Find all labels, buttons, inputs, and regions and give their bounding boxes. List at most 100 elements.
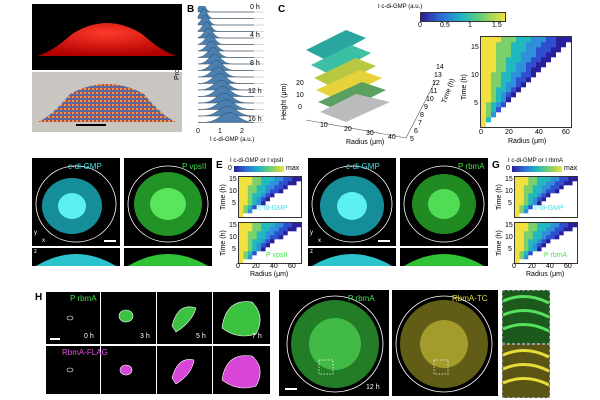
heatmap-cell <box>532 243 538 248</box>
panel-d-cdigmp-label: c-di-GMP <box>68 162 102 171</box>
panel-e-ytick-15b: 15 <box>229 222 237 229</box>
heatmap-cell <box>559 235 565 240</box>
panel-h-label: H <box>35 292 43 303</box>
heatmap-cell <box>550 189 556 194</box>
heatmap-cell <box>270 197 275 202</box>
heatmap-cell <box>532 213 538 217</box>
panel-h-bottom-label: RbmA-FLAG <box>62 348 108 357</box>
heatmap-cell <box>270 223 275 228</box>
heatmap-cell <box>554 209 560 214</box>
heatmap-cell <box>296 231 301 236</box>
heatmap-cell <box>252 223 258 228</box>
panel-c-time-tick-13: 13 <box>434 72 442 79</box>
heatmap-cell <box>551 97 557 103</box>
heatmap-cell <box>532 227 538 232</box>
heatmap-cell <box>511 117 517 123</box>
heatmap-cell <box>486 42 492 48</box>
heatmap-cell <box>511 47 517 53</box>
heatmap-cell <box>296 177 301 182</box>
heatmap-cell <box>554 255 560 260</box>
heatmap-cell <box>501 52 507 58</box>
heatmap-cell <box>243 205 249 210</box>
panel-i-prbma-image <box>279 290 389 396</box>
heatmap-cell <box>274 193 280 198</box>
heatmap-cell <box>528 205 534 210</box>
heatmap-cell <box>491 77 497 83</box>
heatmap-cell <box>278 223 284 228</box>
heatmap-cell <box>287 201 293 206</box>
heatmap-cell <box>563 197 569 202</box>
heatmap-cell <box>556 122 562 127</box>
heatmap-cell <box>496 67 502 73</box>
heatmap-cell <box>239 177 244 182</box>
panel-g-cbar-min: 0 <box>506 165 510 172</box>
panel-g-heatmap-top <box>514 176 578 218</box>
heatmap-cell <box>496 52 502 58</box>
heatmap-cell <box>252 213 258 217</box>
heatmap-cell <box>561 37 567 43</box>
heatmap-cell <box>556 97 562 103</box>
heatmap-cell <box>256 177 262 182</box>
heatmap-cell <box>496 37 502 43</box>
panel-c-time-tick-8: 8 <box>420 112 424 119</box>
heatmap-cell <box>511 67 517 73</box>
heatmap-cell <box>568 197 573 202</box>
heatmap-cell <box>537 227 542 232</box>
heatmap-cell <box>292 181 297 186</box>
heatmap-cell <box>274 231 280 236</box>
heatmap-cell <box>531 37 537 43</box>
heatmap-cell <box>531 82 537 88</box>
heatmap-cell <box>481 102 487 108</box>
panel-g-xtick-40: 40 <box>546 263 554 270</box>
heatmap-cell <box>546 201 551 206</box>
heatmap-cell <box>561 107 567 113</box>
heatmap-cell <box>556 42 562 48</box>
heatmap-cell <box>516 42 522 48</box>
heatmap-cell <box>532 205 538 210</box>
panel-f-prbma-image <box>400 158 488 246</box>
heatmap-cell <box>554 239 560 244</box>
heatmap-cell <box>265 209 271 214</box>
heatmap-cell <box>501 72 507 78</box>
heatmap-cell <box>519 231 525 236</box>
panel-c-heat-xtick-60: 60 <box>562 129 570 136</box>
heatmap-cell <box>516 112 522 118</box>
heatmap-cell <box>561 42 567 48</box>
heatmap-cell <box>521 52 527 58</box>
heatmap-cell <box>292 197 297 202</box>
heatmap-cell <box>521 67 527 73</box>
heatmap-cell <box>506 57 512 63</box>
heatmap-cell <box>278 247 284 252</box>
heatmap-cell <box>501 77 507 83</box>
heatmap-cell <box>559 205 565 210</box>
heatmap-cell <box>519 209 525 214</box>
heatmap-cell <box>506 62 512 68</box>
heatmap-cell <box>247 177 253 182</box>
heatmap-cell <box>550 235 556 240</box>
panel-d-pvps-image <box>124 158 212 246</box>
heatmap-cell <box>496 47 502 53</box>
heatmap-cell <box>556 37 562 43</box>
heatmap-cell <box>247 251 253 256</box>
heatmap-cell <box>554 189 560 194</box>
heatmap-cell <box>511 97 517 103</box>
heatmap-cell <box>261 201 266 206</box>
heatmap-cell <box>506 72 512 78</box>
heatmap-cell <box>554 243 560 248</box>
panel-c-time-tick-11: 11 <box>430 88 438 95</box>
heatmap-cell <box>537 189 542 194</box>
heatmap-cell <box>239 197 244 202</box>
heatmap-cell <box>519 247 525 252</box>
heatmap-cell <box>554 185 560 190</box>
heatmap-cell <box>568 181 573 186</box>
heatmap-cell <box>551 77 557 83</box>
heatmap-cell <box>528 185 534 190</box>
heatmap-cell <box>546 213 551 217</box>
panel-h-time-7: 7 h <box>252 333 262 340</box>
heatmap-cell <box>541 197 547 202</box>
heatmap-cell <box>537 223 542 228</box>
heatmap-cell <box>239 227 244 232</box>
heatmap-cell <box>506 122 512 127</box>
heatmap-cell <box>287 243 293 248</box>
heatmap-cell <box>572 255 577 260</box>
